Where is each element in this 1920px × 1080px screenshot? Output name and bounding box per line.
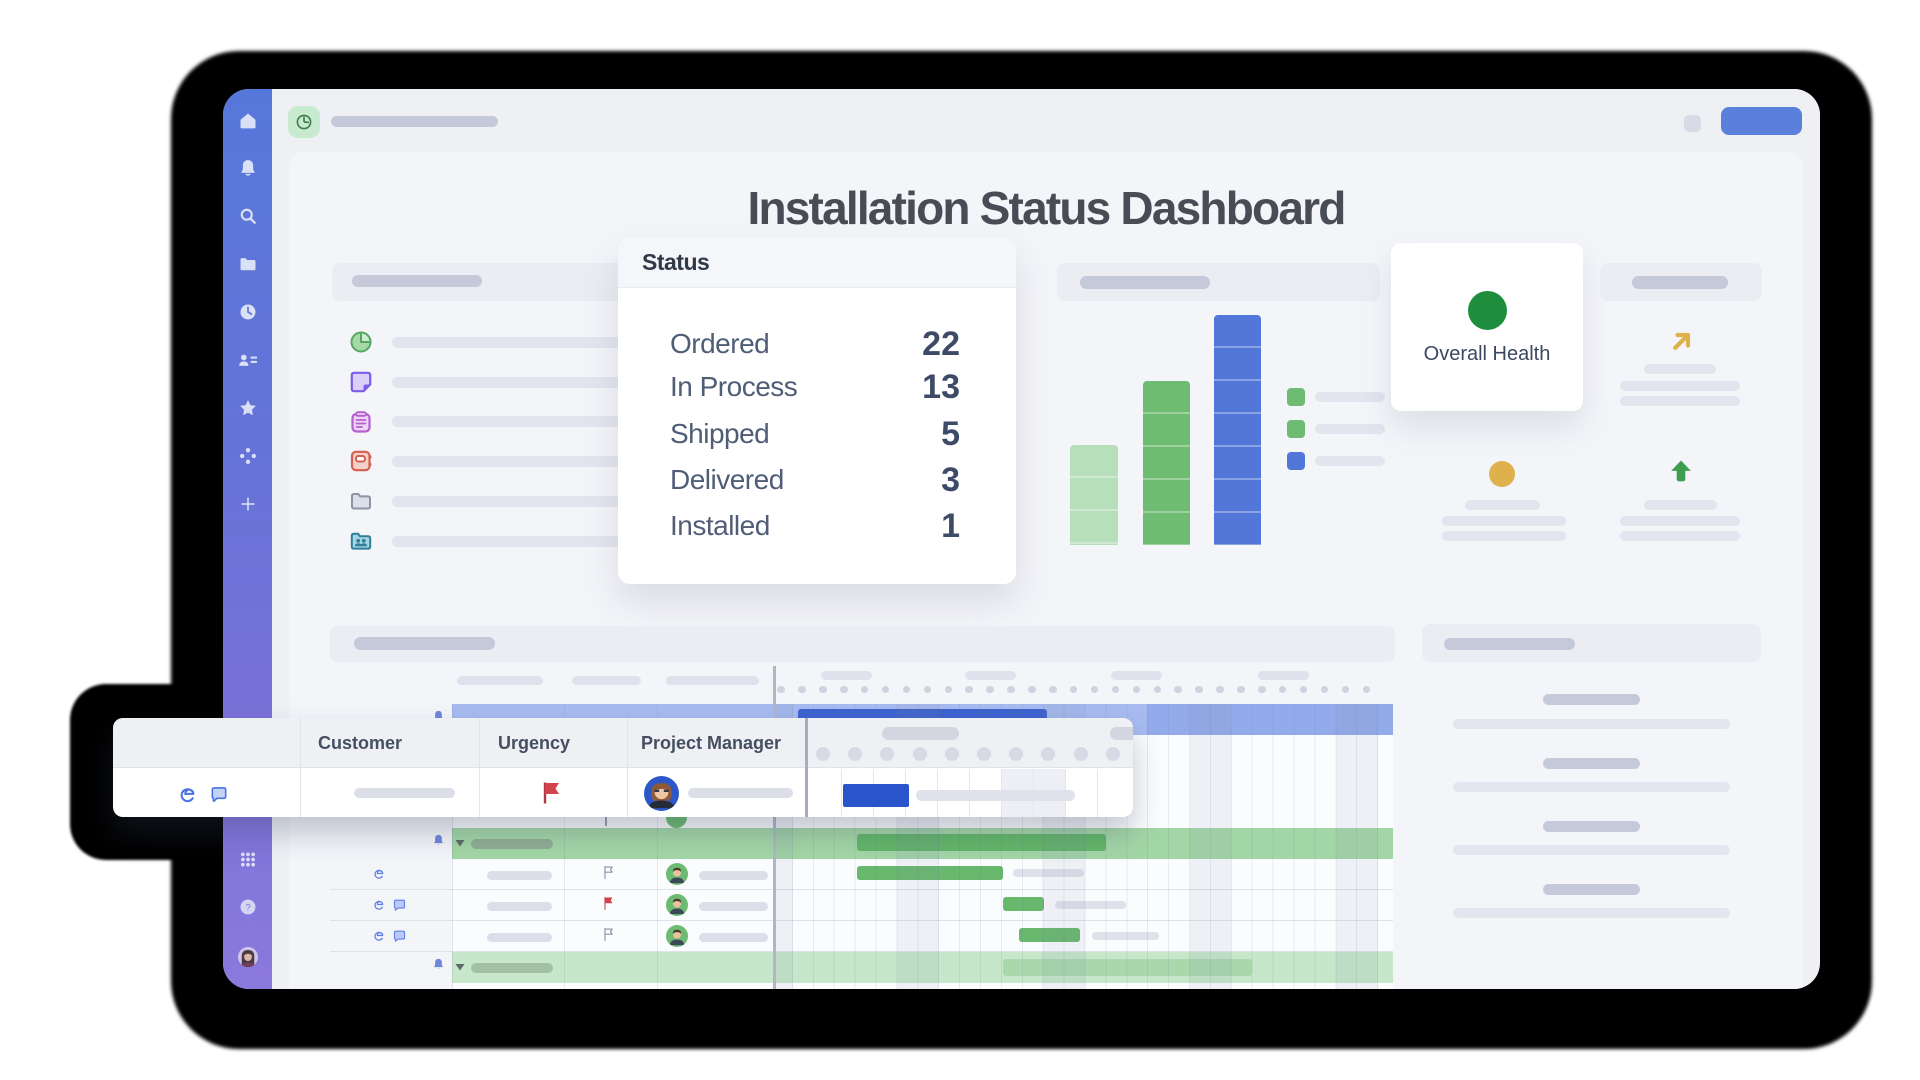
svg-text:?: ? <box>245 902 250 913</box>
